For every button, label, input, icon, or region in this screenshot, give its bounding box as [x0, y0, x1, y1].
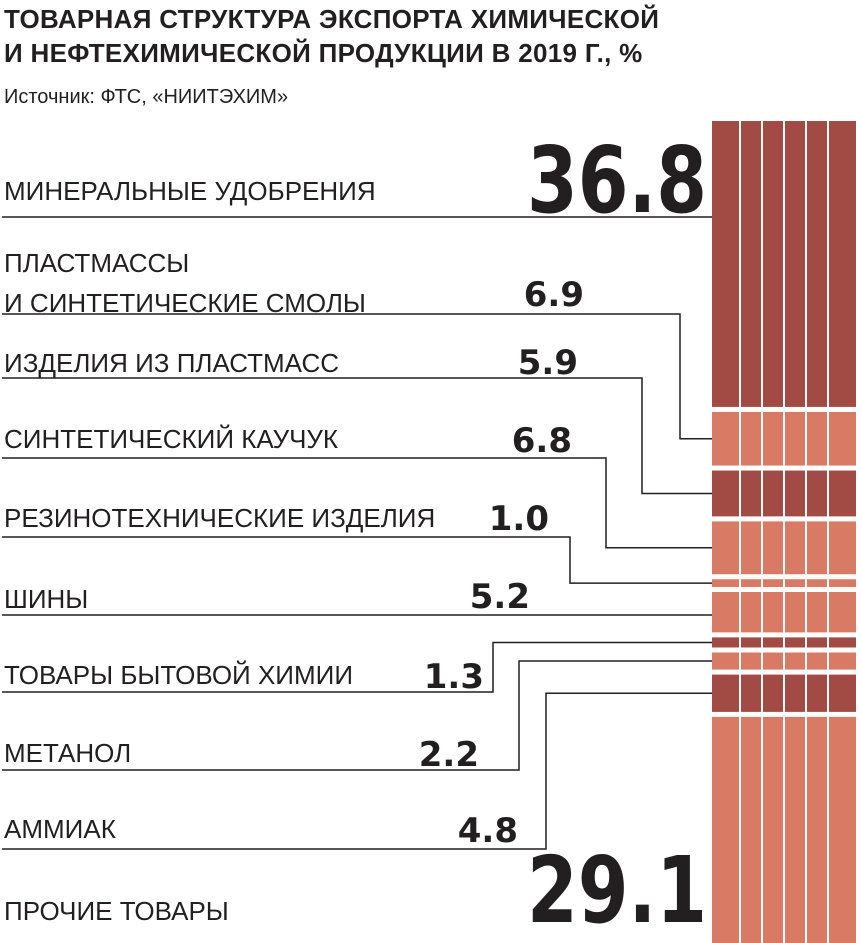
category-label: ТОВАРЫ БЫТОВОЙ ХИМИИ [4, 660, 353, 690]
category-label: МЕТАНОЛ [4, 738, 131, 768]
chart-title-line-1: ТОВАРНАЯ СТРУКТУРА ЭКСПОРТА ХИМИЧЕСКОЙ [4, 4, 660, 34]
leader-line [2, 377, 712, 495]
category-label: ШИНЫ [4, 584, 88, 614]
data-label: 4.8 [458, 811, 518, 851]
category-label: РЕЗИНОТЕХНИЧЕСКИЕ ИЗДЕЛИЯ [4, 503, 435, 533]
data-label: 1.3 [424, 657, 484, 697]
category-label: И СИНТЕТИЧЕСКИЕ СМОЛЫ [4, 288, 366, 318]
chart-source: Источник: ФТС, «НИИТЭХИМ» [4, 86, 289, 108]
leader-line [2, 660, 712, 771]
category-label: АММИАК [4, 814, 116, 844]
category-label: СИНТЕТИЧЕСКИЙ КАУЧУК [4, 424, 338, 454]
category-label: МИНЕРАЛЬНЫЕ УДОБРЕНИЯ [4, 176, 376, 206]
data-label: 6.9 [524, 275, 584, 315]
data-label: 36.8 [527, 127, 707, 234]
data-label: 1.0 [489, 499, 549, 539]
leader-line [2, 692, 712, 850]
leader-line [2, 641, 712, 693]
data-label: 5.9 [518, 343, 578, 383]
data-label: 5.2 [470, 577, 530, 617]
category-label: ПЛАСТМАССЫ [4, 248, 189, 278]
category-label: ИЗДЕЛИЯ ИЗ ПЛАСТМАСС [4, 348, 339, 378]
chart-title: ТОВАРНАЯ СТРУКТУРА ЭКСПОРТА ХИМИЧЕСКОЙ И… [4, 2, 854, 70]
data-label: 6.8 [512, 421, 572, 461]
chart-title-line-2: И НЕФТЕХИМИЧЕСКОЙ ПРОДУКЦИИ В 2019 Г., % [4, 38, 643, 68]
leader-line [2, 536, 712, 584]
data-label: 29.1 [527, 837, 707, 943]
leader-line [2, 313, 712, 440]
category-label: ПРОЧИЕ ТОВАРЫ [4, 896, 229, 926]
data-label: 2.2 [419, 735, 479, 775]
leader-line [2, 457, 712, 549]
